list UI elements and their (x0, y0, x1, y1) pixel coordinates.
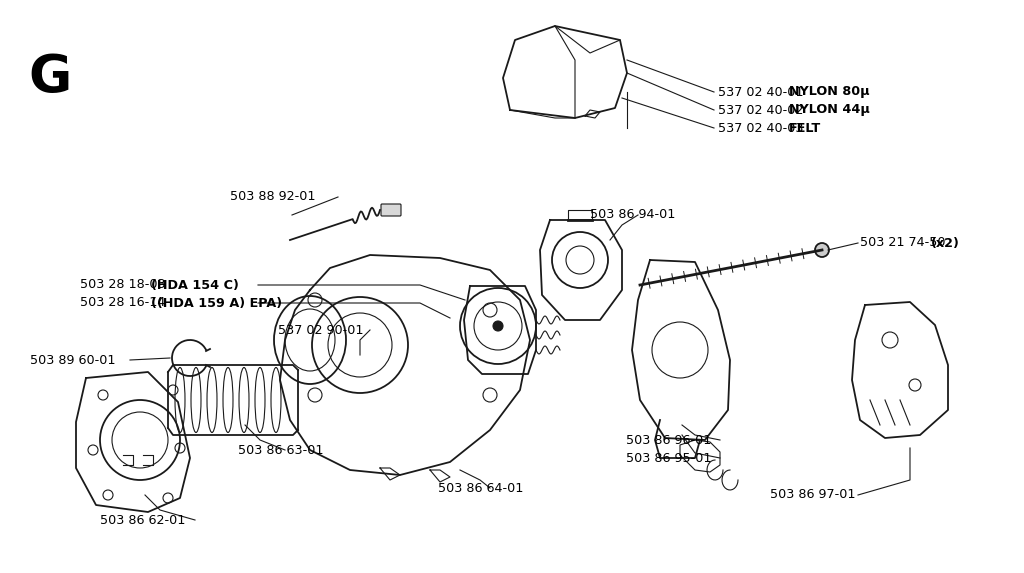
Text: G: G (28, 52, 72, 104)
Text: 537 02 40-01: 537 02 40-01 (718, 85, 808, 99)
FancyBboxPatch shape (381, 204, 401, 216)
Text: 503 86 94-01: 503 86 94-01 (590, 209, 676, 222)
Text: 503 86 64-01: 503 86 64-01 (438, 481, 523, 494)
Text: NYLON 80μ: NYLON 80μ (790, 85, 869, 99)
Text: 537 02 40-02: 537 02 40-02 (718, 104, 807, 116)
Text: 503 88 92-01: 503 88 92-01 (230, 190, 315, 203)
Text: 503 28 16-14: 503 28 16-14 (80, 296, 169, 309)
Text: (x2): (x2) (931, 237, 961, 249)
Text: 503 28 18-03: 503 28 18-03 (80, 278, 170, 292)
Text: 537 02 40-03: 537 02 40-03 (718, 121, 808, 135)
Text: (HDA 154 C): (HDA 154 C) (152, 278, 239, 292)
Text: 503 86 97-01: 503 86 97-01 (770, 489, 855, 501)
Text: FELT: FELT (790, 121, 821, 135)
Text: 537 02 90-01: 537 02 90-01 (278, 324, 364, 336)
Text: ((HDA 159 A) EPA): ((HDA 159 A) EPA) (152, 296, 283, 309)
Text: NYLON 44μ: NYLON 44μ (790, 104, 870, 116)
Text: 503 86 96-01: 503 86 96-01 (626, 434, 712, 446)
Text: 503 86 63-01: 503 86 63-01 (238, 444, 324, 457)
Circle shape (815, 243, 829, 257)
Text: 503 89 60-01: 503 89 60-01 (30, 354, 116, 367)
Text: 503 86 62-01: 503 86 62-01 (100, 513, 185, 527)
Text: 503 21 74-50: 503 21 74-50 (860, 237, 949, 249)
Text: 503 86 95-01: 503 86 95-01 (626, 452, 712, 465)
Circle shape (493, 321, 503, 331)
